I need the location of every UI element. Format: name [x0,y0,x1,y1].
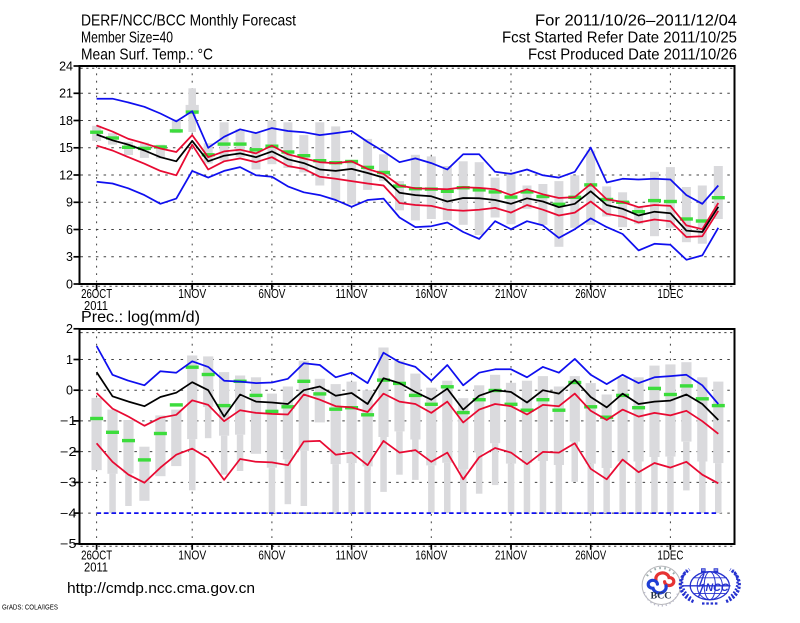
svg-text:Member Size=40: Member Size=40 [81,30,173,47]
svg-text:Fcst Started Refer Date 2011/1: Fcst Started Refer Date 2011/10/25 [502,30,737,47]
svg-text:2: 2 [66,322,73,336]
svg-text:26NOV: 26NOV [575,549,606,563]
svg-text:2011: 2011 [84,299,108,313]
svg-text:21NOV: 21NOV [495,549,528,563]
svg-text:21NOV: 21NOV [495,287,528,301]
svg-text:For 2011/10/26–2011/12/04: For 2011/10/26–2011/12/04 [535,13,737,30]
svg-text:1DEC: 1DEC [657,287,683,301]
svg-text:6NOV: 6NOV [258,549,286,563]
svg-text:Prec.: log(mm/d): Prec.: log(mm/d) [81,309,200,326]
svg-text:6: 6 [66,223,73,237]
svg-text:1: 1 [66,353,73,367]
svg-text:0: 0 [66,384,73,398]
svg-text:16NOV: 16NOV [415,549,448,563]
svg-text:12: 12 [59,168,73,182]
svg-text:GrADS: COLA/IGES: GrADS: COLA/IGES [2,603,58,612]
svg-text:11NOV: 11NOV [336,549,369,563]
svg-text:16NOV: 16NOV [415,287,448,301]
svg-text:26NOV: 26NOV [575,287,606,301]
svg-text:11NOV: 11NOV [336,287,369,301]
svg-text:15: 15 [59,141,73,155]
svg-text:BCC: BCC [651,591,672,601]
svg-text:1NOV: 1NOV [178,549,207,563]
svg-text:9: 9 [66,196,73,210]
svg-text:3: 3 [66,250,73,264]
svg-text:−5: −5 [60,537,77,551]
svg-text:2011: 2011 [84,560,108,574]
svg-text:26OCT: 26OCT [81,287,112,301]
svg-text:Fcst Produced Date 2011/10/26: Fcst Produced Date 2011/10/26 [528,47,737,64]
svg-text:21: 21 [59,87,73,101]
svg-text:0: 0 [66,277,73,291]
svg-text:−1: −1 [60,414,77,428]
svg-text:24: 24 [59,59,73,73]
svg-text:1DEC: 1DEC [657,549,683,563]
svg-text:NCC: NCC [706,582,730,594]
svg-text:Mean Surf. Temp.: °C: Mean Surf. Temp.: °C [81,47,213,64]
svg-text:−2: −2 [60,445,77,459]
svg-text:−4: −4 [60,506,77,520]
svg-text:1NOV: 1NOV [178,287,207,301]
svg-text:http://cmdp.ncc.cma.gov.cn: http://cmdp.ncc.cma.gov.cn [67,581,255,597]
svg-text:18: 18 [59,114,73,128]
svg-text:−3: −3 [60,476,77,490]
svg-text:26OCT: 26OCT [81,549,112,563]
svg-text:DERF/NCC/BCC Monthly Forecast: DERF/NCC/BCC Monthly Forecast [81,13,296,30]
svg-text:6NOV: 6NOV [258,287,286,301]
